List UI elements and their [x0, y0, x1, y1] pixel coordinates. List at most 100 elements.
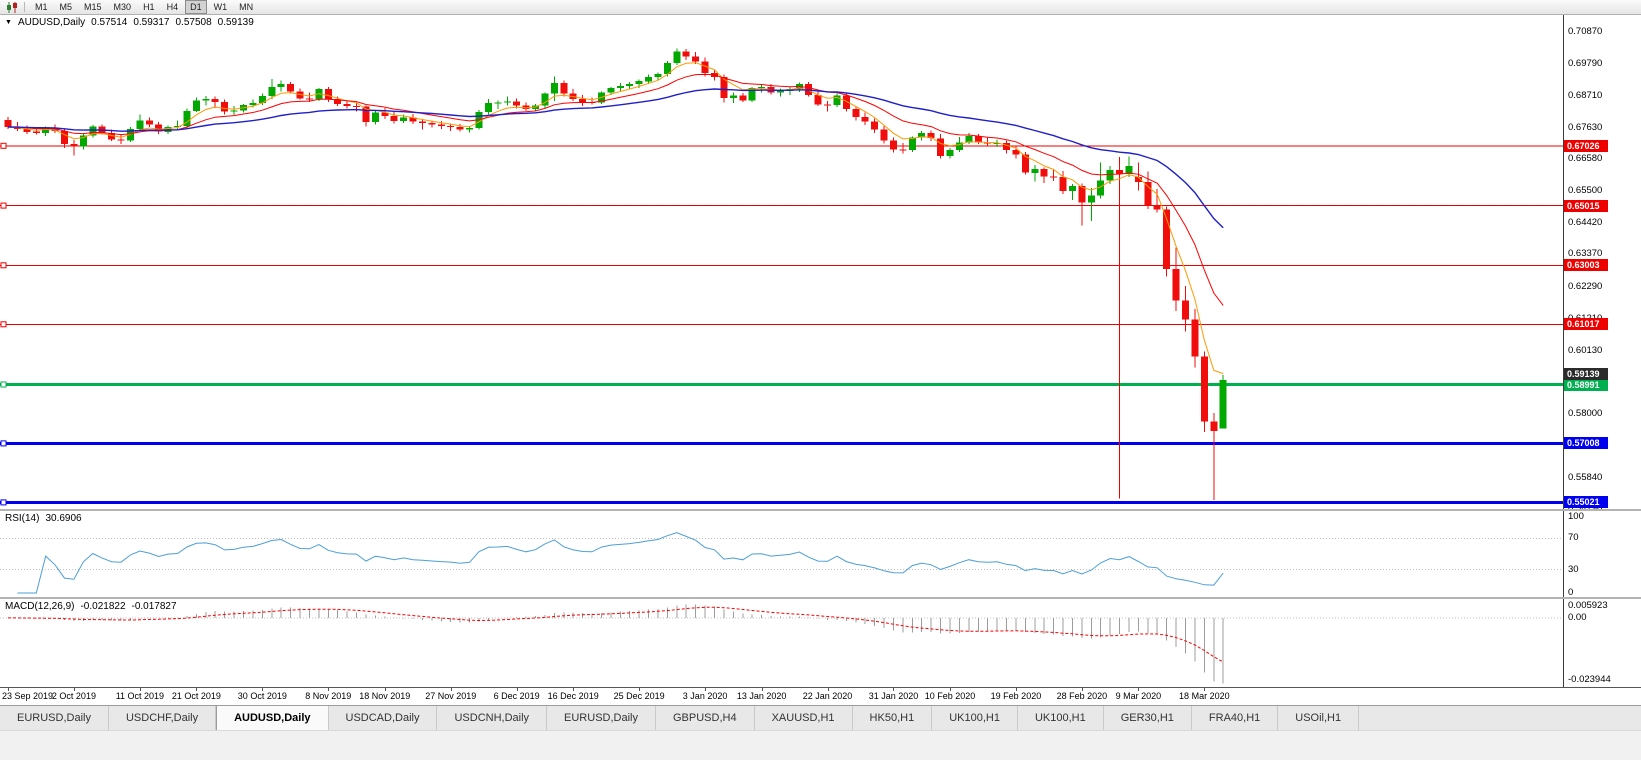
timeframe-button-h4[interactable]: H4: [166, 2, 179, 12]
date-tick: [1081, 688, 1083, 691]
timeframe-button-h1[interactable]: H1: [143, 2, 155, 12]
timeframe-button-mn[interactable]: MN: [239, 2, 254, 12]
chart-tab-ger30-h1[interactable]: GER30,H1: [1104, 706, 1192, 730]
date-tick: [639, 688, 641, 691]
date-axis-label: 10 Feb 2020: [924, 691, 976, 701]
bullish-candle: [192, 100, 200, 111]
line-handle[interactable]: [0, 262, 7, 269]
chart-tab-audusd-daily[interactable]: AUDUSD,Daily: [216, 706, 329, 730]
bearish-candle: [343, 103, 351, 107]
chart-tab-eurusd-daily[interactable]: EURUSD,Daily: [547, 706, 656, 730]
line-handle[interactable]: [0, 440, 7, 447]
bearish-candle: [117, 139, 125, 141]
bullish-candle: [400, 117, 408, 122]
bearish-candle: [937, 138, 945, 157]
rsi-axis[interactable]: 100 70 30 0: [1563, 511, 1641, 597]
chart-tab-fra40-h1[interactable]: FRA40,H1: [1192, 706, 1279, 730]
bullish-candle: [268, 87, 276, 97]
chart-tab-gbpusd-h4[interactable]: GBPUSD,H4: [656, 706, 755, 730]
chart-tab-eurusd-daily[interactable]: EURUSD,Daily: [0, 706, 109, 730]
chart-header: ▼ AUDUSD,Daily 0.57514 0.59317 0.57508 0…: [5, 17, 254, 28]
bearish-candle: [334, 99, 342, 104]
bearish-candle: [70, 144, 78, 147]
date-tick: [950, 688, 951, 691]
bearish-candle: [23, 128, 31, 132]
bullish-candle: [635, 81, 643, 85]
macd-indicator-panel[interactable]: MACD(12,26,9) -0.021822 -0.017827 0.0059…: [0, 599, 1641, 687]
bearish-candle: [814, 94, 822, 105]
bullish-candle: [908, 137, 916, 151]
bearish-candle: [1003, 143, 1010, 151]
bullish-candle: [758, 87, 766, 89]
chart-tab-usdcad-daily[interactable]: USDCAD,Daily: [329, 706, 438, 730]
price-high: 0.59317: [133, 17, 170, 28]
timeframe-button-w1[interactable]: W1: [213, 2, 228, 12]
chart-tab-uk100-h1[interactable]: UK100,H1: [932, 706, 1018, 730]
bearish-candle: [842, 95, 850, 110]
price-axis[interactable]: 0.70870 0.69790 0.68710 0.67630 0.66580 0.655…: [1563, 15, 1641, 509]
bearish-candle: [145, 120, 153, 125]
date-tick: [139, 688, 141, 691]
macd-main-value: -0.021822: [80, 601, 126, 612]
timeframe-button-m5[interactable]: M5: [59, 2, 73, 12]
bearish-candle: [513, 101, 521, 106]
macd-axis[interactable]: 0.005923 0.00 -0.023944: [1563, 599, 1641, 687]
chart-tab-hk50-h1[interactable]: HK50,H1: [853, 706, 933, 730]
bearish-candle: [871, 121, 879, 130]
date-axis-label: 3 Jan 2020: [682, 691, 728, 701]
line-handle[interactable]: [0, 202, 7, 209]
bullish-candle: [1219, 380, 1227, 429]
date-axis[interactable]: 23 Sep 2019 2 Oct 2019 11 Oct 2019 21 Oct 2…: [0, 687, 1641, 705]
date-axis-label: 18 Mar 2020: [1179, 691, 1230, 701]
fast-ma-line: [7, 62, 1224, 375]
date-tick: [761, 688, 763, 691]
bearish-candle: [221, 102, 229, 112]
chart-tab-uk100-h1[interactable]: UK100,H1: [1018, 706, 1104, 730]
bullish-candle: [484, 103, 492, 113]
macd-canvas[interactable]: [0, 599, 1563, 687]
slow-ma-line: [7, 88, 1224, 229]
chart-dropdown-icon[interactable]: ▼: [5, 18, 12, 26]
medium-ma-line: [7, 73, 1224, 306]
date-axis-label: 22 Jan 2020: [802, 691, 853, 701]
timeframe-button-m15[interactable]: M15: [84, 2, 102, 12]
bullish-candle: [249, 103, 257, 105]
bullish-candle: [1106, 169, 1114, 181]
chart-tab-xauusd-h1[interactable]: XAUUSD,H1: [755, 706, 853, 730]
bullish-candle: [654, 74, 662, 78]
price-chart-canvas[interactable]: [0, 15, 1563, 509]
bearish-candle: [899, 149, 907, 151]
macd-axis-label: 0.005923: [1568, 600, 1608, 611]
chart-tab-usdchf-daily[interactable]: USDCHF,Daily: [109, 706, 217, 730]
chart-tab-usoil-h1[interactable]: USOil,H1: [1278, 706, 1360, 730]
rsi-axis-label: 70: [1568, 532, 1579, 544]
timeframe-button-m30[interactable]: M30: [113, 2, 132, 12]
level-price-tag: 0.55021: [1564, 496, 1608, 509]
timeframe-button-m1[interactable]: M1: [35, 2, 48, 12]
line-handle[interactable]: [0, 381, 7, 388]
bearish-candle: [409, 117, 417, 122]
candlestick-chart-icon[interactable]: [3, 1, 22, 13]
bullish-candle: [607, 87, 615, 93]
bullish-candle: [1087, 195, 1095, 203]
date-axis-label: 25 Dec 2019: [613, 691, 665, 701]
timeframe-button-d1[interactable]: D1: [185, 0, 207, 14]
current-price-tag: 0.59139: [1564, 368, 1608, 381]
line-handle[interactable]: [0, 499, 7, 506]
price-axis-label: 0.62290: [1568, 280, 1603, 292]
bearish-candle: [287, 84, 295, 92]
price-axis-label: 0.61210: [1568, 313, 1602, 325]
bearish-candle: [1200, 356, 1208, 422]
date-axis-label: 11 Oct 2019: [115, 691, 165, 701]
rsi-indicator-panel[interactable]: RSI(14) 30.6906 100 70 30 0: [0, 511, 1641, 597]
price-chart-panel[interactable]: ▼ AUDUSD,Daily 0.57514 0.59317 0.57508 0…: [0, 15, 1641, 509]
price-axis-label: 0.63370: [1568, 248, 1603, 260]
rsi-canvas[interactable]: [0, 511, 1563, 597]
chart-tab-usdcnh-daily[interactable]: USDCNH,Daily: [437, 706, 548, 730]
line-handle[interactable]: [0, 321, 7, 328]
timeframe-buttons: M1 M5 M15 M30 H1 H4 D1 W1 MN: [29, 0, 259, 14]
rsi-name: RSI(14): [5, 513, 40, 524]
panel-splitter[interactable]: [0, 509, 1641, 511]
panel-splitter[interactable]: [0, 597, 1641, 599]
line-handle[interactable]: [0, 142, 7, 149]
